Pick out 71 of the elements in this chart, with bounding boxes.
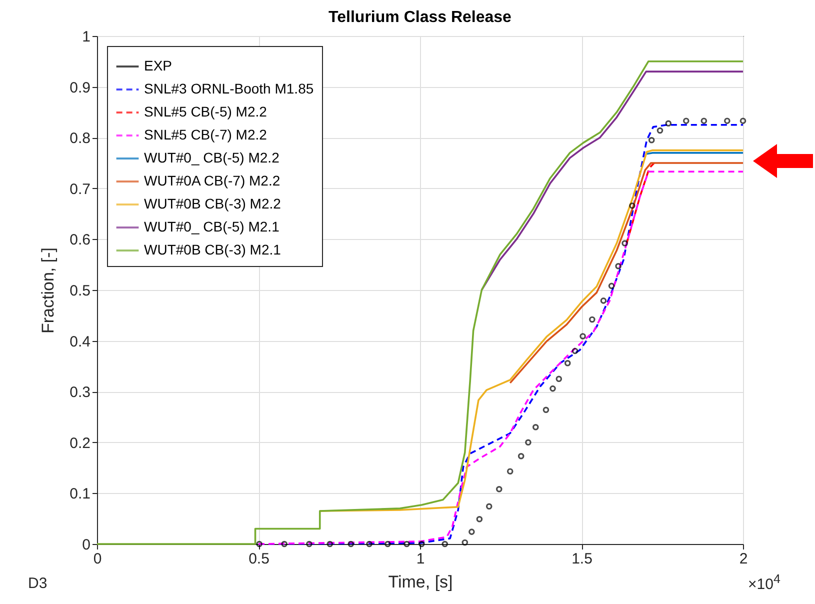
- point: [656, 127, 664, 134]
- point: [615, 262, 622, 270]
- point: [740, 118, 746, 124]
- legend-label: SNL#5 CB(-7) M2.2: [144, 126, 268, 142]
- point: [724, 118, 730, 124]
- x-tick-label: 0: [93, 550, 102, 568]
- legend-label: EXP: [144, 58, 172, 74]
- point: [550, 385, 556, 392]
- point: [556, 376, 562, 382]
- point: [404, 540, 410, 548]
- point: [442, 540, 448, 548]
- point: [608, 282, 615, 290]
- legend-label: WUT#0_ CB(-5) M2.2: [144, 150, 280, 166]
- point: [589, 316, 596, 323]
- point: [506, 468, 514, 474]
- y-tick-label: 0.7: [70, 180, 90, 198]
- x-tick-label: 1: [416, 550, 425, 568]
- line-series: [509, 162, 744, 384]
- y-tick-label: 0: [82, 536, 90, 554]
- text: D3: [28, 575, 48, 592]
- y-tick-label: 0.6: [70, 232, 90, 249]
- point: [366, 540, 372, 548]
- point: [256, 540, 262, 548]
- point: [525, 439, 532, 446]
- point: [418, 540, 425, 548]
- legend-label: WUT#0_ CB(-5) M2.1: [144, 218, 280, 234]
- legend-label: WUT#0B CB(-3) M2.2: [144, 196, 282, 212]
- y-axis-title: Fraction, [-]: [38, 248, 58, 334]
- point: [572, 348, 578, 354]
- y-tick-label: 0.9: [70, 79, 90, 96]
- y-tick-label: 0.3: [70, 384, 90, 402]
- text: ×10$^{4}$: [748, 572, 780, 593]
- point: [518, 452, 524, 460]
- y-tick-label: 1: [82, 28, 90, 46]
- point: [683, 118, 690, 124]
- x-tick-label: 2: [739, 550, 748, 568]
- point: [306, 540, 312, 548]
- point: [542, 406, 550, 414]
- line-series: [480, 70, 744, 291]
- point: [700, 118, 708, 124]
- y-tick-label: 0.1: [70, 486, 90, 503]
- point: [600, 298, 607, 304]
- point: [348, 540, 354, 548]
- point: [384, 540, 391, 548]
- legend-label: SNL#3 ORNL-Booth M1.85: [144, 80, 314, 96]
- x-axis-title: Time, [s]: [388, 572, 453, 592]
- point: [665, 120, 672, 127]
- y-tick-label: 0.8: [70, 130, 90, 148]
- legend-label: WUT#0B CB(-3) M2.1: [144, 242, 282, 258]
- point: [580, 333, 586, 340]
- y-tick-label: 0.4: [70, 333, 90, 350]
- point: [648, 137, 655, 144]
- point: [629, 202, 636, 209]
- point: [564, 360, 571, 366]
- y-tick-label: 0.5: [70, 282, 90, 300]
- chart-title: Tellurium Class Release: [328, 9, 512, 26]
- point: [496, 486, 502, 492]
- legend-label: WUT#0A CB(-7) M2.2: [144, 172, 280, 188]
- point: [476, 516, 483, 522]
- point: [326, 540, 334, 548]
- x-tick-label: 0.5: [248, 550, 270, 568]
- legend-label: SNL#5 CB(-5) M2.2: [144, 104, 268, 120]
- x-tick-label: 1.5: [572, 550, 592, 568]
- line-series: [626, 162, 656, 244]
- point: [281, 540, 288, 548]
- point: [486, 503, 492, 510]
- point: [532, 424, 539, 430]
- point: [468, 528, 475, 535]
- point: [462, 539, 468, 546]
- point: [622, 240, 628, 246]
- y-tick-label: 0.2: [70, 434, 90, 452]
